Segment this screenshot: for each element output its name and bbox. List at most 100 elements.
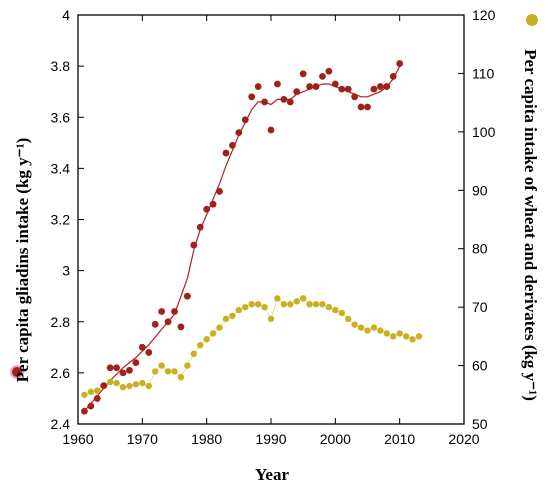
wheat-point — [184, 362, 191, 369]
wheat-legend-marker — [526, 14, 538, 26]
y-left-axis-label: Per capita gliadins intake (kg y⁻¹) — [13, 138, 32, 383]
gliadins-point — [216, 187, 223, 195]
gliadins-point — [338, 85, 346, 93]
gliadins-point — [81, 407, 88, 415]
gliadins-point — [113, 364, 120, 372]
y-left-tick-label: 3.4 — [51, 160, 71, 176]
gliadins-point — [396, 60, 404, 67]
x-tick-label: 1960 — [62, 431, 93, 447]
gliadins-point — [351, 93, 359, 101]
wheat-point — [345, 315, 352, 323]
wheat-point — [267, 315, 275, 323]
wheat-point — [390, 333, 397, 340]
gliadins-point — [254, 83, 262, 90]
wheat-point — [261, 303, 268, 311]
gliadins-point — [235, 129, 243, 136]
gliadins-point — [87, 402, 95, 410]
wheat-point — [280, 301, 288, 308]
wheat-point — [158, 362, 165, 369]
wheat-point — [235, 306, 243, 314]
wheat-point — [145, 382, 152, 390]
wheat-point — [338, 309, 345, 317]
gliadins-point — [145, 349, 153, 356]
gliadins-point — [190, 241, 198, 249]
wheat-point — [332, 306, 339, 314]
axis-ticks: 1960 1970 1980 1990 2000 2010 2020 2.4 2.6 2.8 3 3.… — [51, 7, 496, 447]
y-right-tick-label: 100 — [472, 124, 496, 140]
gliadins-point — [171, 308, 178, 315]
gliadins-point — [229, 141, 236, 149]
x-tick-label: 2010 — [384, 431, 415, 447]
wheat-point — [171, 368, 178, 375]
wheat-point — [319, 301, 326, 308]
gliadins-point — [106, 364, 114, 372]
gliadins-point — [331, 80, 339, 88]
gliadins-point — [177, 323, 185, 331]
gliadins-series-layer — [81, 60, 404, 415]
wheat-point — [197, 341, 204, 349]
y-right-tick-label: 70 — [472, 299, 488, 315]
wheat-point — [402, 333, 410, 340]
gliadins-point — [248, 93, 256, 101]
wheat-point — [119, 383, 127, 391]
wheat-point — [242, 303, 249, 311]
gliadins-point — [93, 395, 101, 402]
wheat-series-layer — [81, 295, 423, 398]
gliadins-point — [274, 80, 281, 88]
x-tick-label: 1990 — [255, 431, 286, 447]
x-tick-label: 1970 — [127, 431, 158, 447]
y-left-tick-label: 3.8 — [51, 58, 71, 74]
gliadins-point — [306, 83, 313, 90]
gliadins-point — [164, 318, 172, 326]
y-left-tick-label: 2.4 — [51, 416, 71, 432]
y-left-tick-label: 3.6 — [51, 109, 71, 125]
smoothing-curve-layer — [83, 65, 401, 412]
y-left-tick-label: 4 — [62, 7, 70, 23]
wheat-point — [203, 336, 210, 343]
wheat-connecting-line — [84, 297, 420, 396]
axis-labels: Year Per capita gliadins intake (kg y⁻¹)… — [10, 14, 540, 484]
wheat-point — [81, 391, 88, 398]
x-tick-label: 2020 — [448, 431, 479, 447]
wheat-point — [229, 312, 236, 320]
gliadins-point — [299, 70, 307, 78]
x-tick-label: 2000 — [320, 431, 351, 447]
gliadins-point — [370, 85, 378, 93]
wheat-point — [254, 301, 262, 308]
gliadins-point — [286, 98, 294, 106]
gliadins-point — [203, 205, 211, 213]
gliadins-point — [364, 103, 371, 111]
wheat-point — [113, 379, 120, 387]
wheat-point — [274, 295, 281, 302]
gliadins-point — [280, 95, 288, 103]
gliadins-point — [151, 320, 159, 328]
gliadins-point — [267, 126, 275, 134]
gliadins-point — [119, 369, 127, 377]
gliadins-point — [261, 98, 268, 106]
gliadins-point — [293, 88, 301, 96]
wheat-point — [139, 379, 146, 387]
gliadins-point — [222, 149, 230, 157]
wheat-point — [383, 330, 390, 337]
gliadins-point — [126, 366, 133, 374]
wheat-point — [299, 295, 307, 302]
wheat-point — [287, 301, 294, 308]
y-left-tick-label: 2.8 — [51, 314, 71, 330]
y-right-tick-label: 110 — [472, 65, 495, 81]
wheat-point — [370, 324, 378, 331]
wheat-point — [126, 382, 133, 390]
gliadins-point — [357, 103, 365, 111]
wheat-point — [312, 301, 320, 308]
gliadins-point — [241, 116, 249, 124]
wheat-point — [152, 368, 159, 375]
wheat-point — [306, 301, 313, 308]
gliadins-point — [319, 72, 326, 80]
wheat-point — [357, 324, 365, 331]
y-left-tick-label: 2.6 — [51, 365, 71, 381]
y-right-tick-label: 90 — [472, 182, 488, 198]
gliadins-point — [158, 308, 166, 315]
y-right-tick-label: 120 — [472, 7, 496, 23]
wheat-point — [325, 303, 333, 311]
wheat-point — [132, 381, 140, 388]
